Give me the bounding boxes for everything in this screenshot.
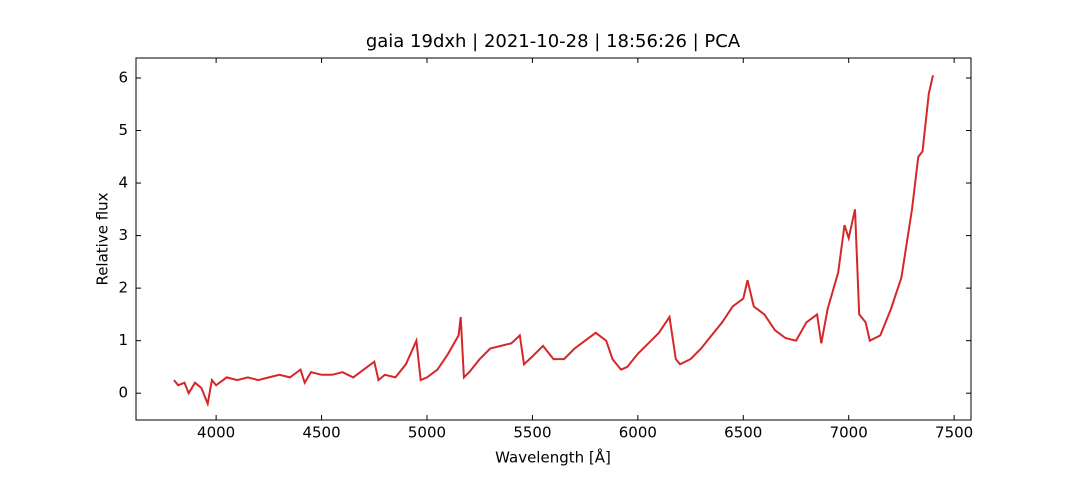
x-tick-label: 7500 xyxy=(935,424,973,442)
x-tick-label: 5500 xyxy=(513,424,551,442)
x-tick-label: 4000 xyxy=(197,424,235,442)
spectrum-line xyxy=(173,75,934,408)
y-tick-label: 6 xyxy=(118,68,128,86)
y-axis-label: Relative flux xyxy=(94,192,112,285)
y-tick-label: 4 xyxy=(118,174,128,192)
x-axis-label: Wavelength [Å] xyxy=(495,448,611,467)
y-tick-label: 1 xyxy=(118,331,128,349)
y-tick-label: 2 xyxy=(118,279,128,297)
y-tick-label: 5 xyxy=(118,121,128,139)
x-tick-label: 7000 xyxy=(830,424,868,442)
x-tick-label: 6000 xyxy=(619,424,657,442)
y-tick-label: 0 xyxy=(118,384,128,402)
x-tick-label: 5000 xyxy=(408,424,446,442)
x-tick-label: 6500 xyxy=(724,424,762,442)
x-tick-label: 4500 xyxy=(302,424,340,442)
plot-frame xyxy=(135,57,972,421)
y-tick-label: 3 xyxy=(118,226,128,244)
chart-title: gaia 19dxh | 2021-10-28 | 18:56:26 | PCA xyxy=(366,31,741,52)
